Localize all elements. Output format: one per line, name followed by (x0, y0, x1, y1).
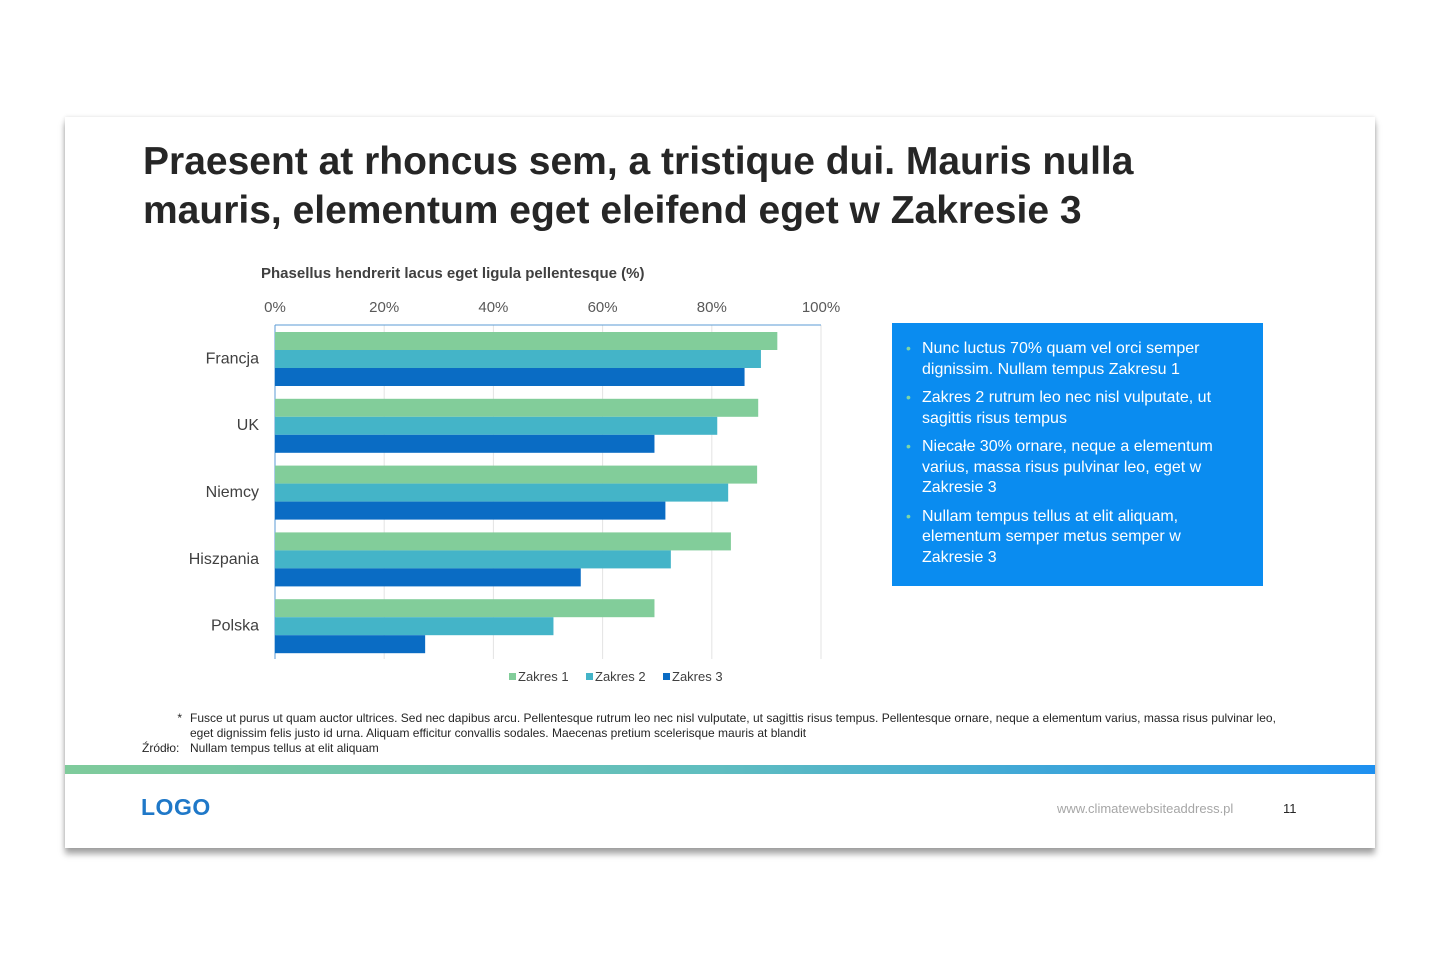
info-bullet-text: Zakres 2 rutrum leo nec nisl vulputate, … (922, 389, 1212, 427)
bar (275, 635, 426, 654)
info-bullet-text: Niecałe 30% ornare, neque a elementum va… (922, 438, 1213, 496)
x-tick-label: 100% (802, 299, 840, 316)
info-bullet-text: Nunc luctus 70% quam vel orci semper dig… (922, 340, 1200, 378)
info-bullet-item: • Niecałe 30% ornare, neque a elementum v… (906, 437, 1243, 499)
bar (275, 532, 731, 551)
bar (275, 350, 761, 368)
category-label: Francja (206, 350, 259, 367)
bar (275, 398, 759, 417)
bar (275, 434, 655, 453)
source-row: Źródło: Nullam tempus tellus at elit ali… (142, 741, 1302, 756)
footnote-text: Fusce ut purus ut quam auctor ultrices. … (190, 711, 1276, 740)
info-bullet-item: • Nunc luctus 70% quam vel orci semper di… (906, 339, 1243, 380)
bar (275, 416, 718, 435)
bar (275, 501, 666, 520)
bar (275, 617, 554, 636)
legend-swatch (509, 673, 516, 680)
legend-swatch (586, 673, 593, 680)
chart-title: Phasellus hendrerit lacus eget ligula pe… (261, 265, 644, 282)
bar (275, 368, 745, 386)
category-label: Polska (211, 618, 259, 635)
source-text: Nullam tempus tellus at elit aliquam (190, 741, 379, 755)
x-tick-label: 20% (369, 299, 399, 316)
gradient-divider (65, 765, 1375, 774)
info-bullet-list: • Nunc luctus 70% quam vel orci semper di… (906, 339, 1243, 568)
slide: Praesent at rhoncus sem, a tristique dui… (65, 117, 1375, 848)
bar (275, 568, 581, 587)
legend-label: Zakres 3 (672, 669, 723, 684)
bar (275, 332, 778, 350)
source-label: Źródło: (142, 741, 180, 755)
slide-title: Praesent at rhoncus sem, a tristique dui… (143, 140, 1134, 232)
x-tick-label: 40% (478, 299, 508, 316)
category-label: Niemcy (206, 484, 259, 501)
bullet-dot-icon: • (906, 507, 911, 524)
category-label: UK (237, 417, 260, 434)
info-bullet-item: • Nullam tempus tellus at elit aliquam, e… (906, 507, 1243, 569)
page-number: 11 (1283, 801, 1297, 816)
info-box: • Nunc luctus 70% quam vel orci semper di… (892, 323, 1263, 586)
bar (275, 599, 655, 618)
bullet-dot-icon: • (906, 438, 911, 454)
website-url: www.climatewebsiteaddress.pl (1057, 801, 1234, 816)
bullet-dot-icon: • (906, 389, 911, 405)
footnote: * Fusce ut purus ut quam auctor ultrices… (142, 711, 1302, 756)
legend-swatch (663, 673, 670, 680)
info-bullet-text: Nullam tempus tellus at elit aliquam, el… (922, 507, 1181, 566)
x-tick-label: 60% (588, 299, 618, 316)
info-bullet-item: • Zakres 2 rutrum leo nec nisl vulputate,… (906, 388, 1243, 429)
logo: LOGO (141, 794, 211, 820)
footnote-row: * Fusce ut purus ut quam auctor ultrices… (142, 711, 1302, 741)
bar (275, 483, 729, 502)
category-label: Hiszpania (189, 551, 259, 568)
bar (275, 550, 671, 569)
x-tick-label: 0% (264, 299, 286, 316)
footnote-marker: * (177, 711, 182, 725)
bar (275, 465, 758, 484)
bar-chart: Phasellus hendrerit lacus eget ligula pe… (189, 265, 840, 684)
bullet-dot-icon: • (906, 340, 911, 356)
legend-label: Zakres 1 (518, 669, 569, 684)
legend-label: Zakres 2 (595, 669, 646, 684)
x-tick-label: 80% (697, 299, 727, 316)
